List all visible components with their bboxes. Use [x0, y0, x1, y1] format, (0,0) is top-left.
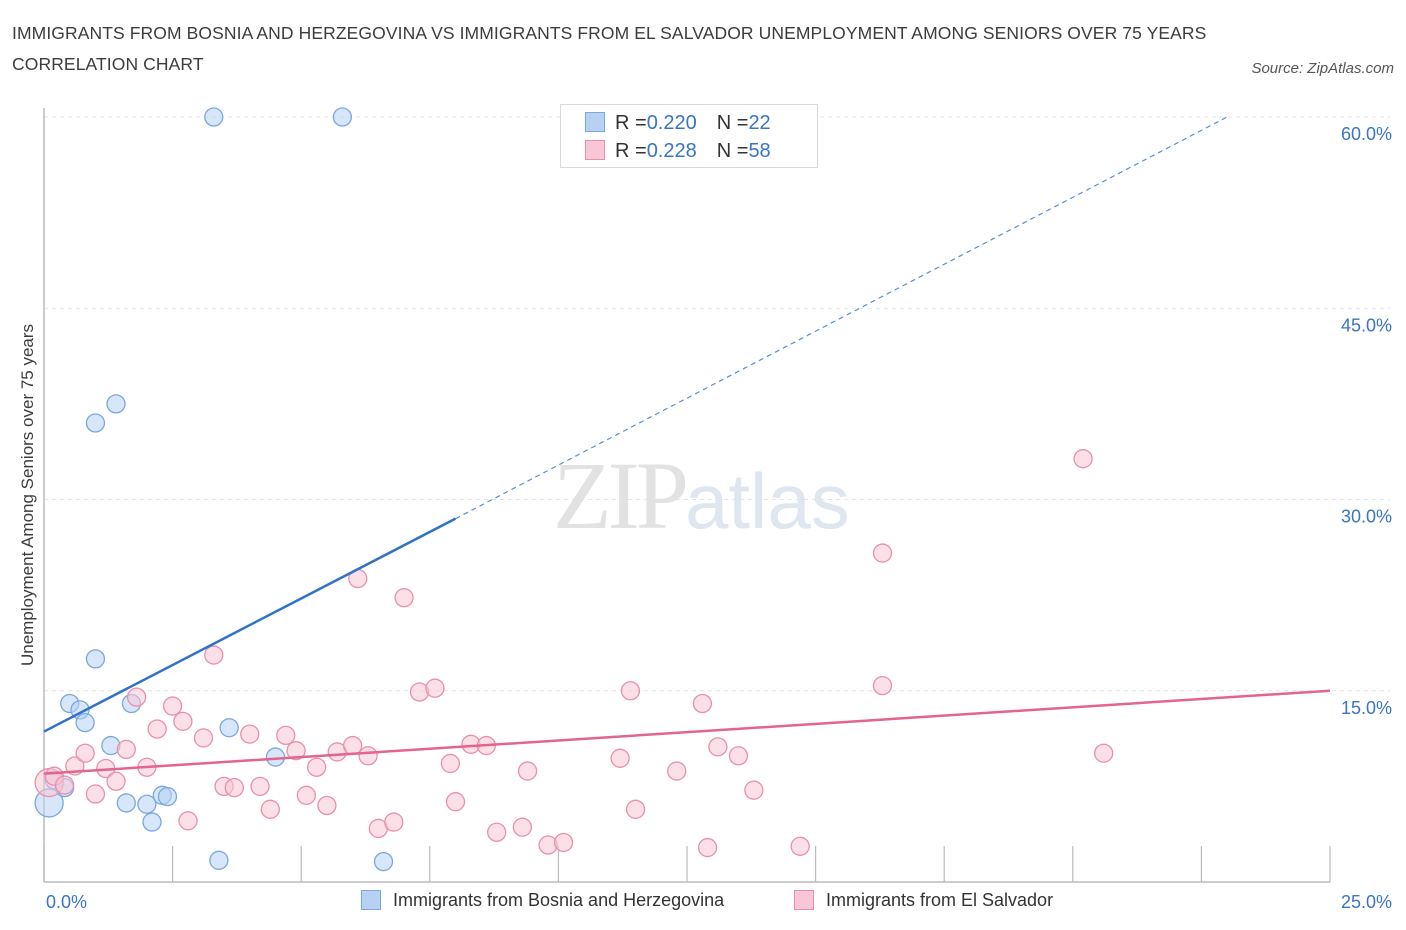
legend-swatch-pink	[585, 140, 605, 160]
blue-trend-line	[43, 517, 457, 733]
pink-data-point	[440, 753, 461, 774]
bottom-legend-el-salvador: Immigrants from El Salvador	[794, 890, 1053, 911]
legend-n-value: 22	[748, 112, 771, 134]
pink-data-point	[147, 719, 167, 739]
pink-data-point	[286, 741, 306, 761]
pink-data-point	[625, 799, 646, 819]
pink-data-point	[697, 837, 718, 858]
legend-n-label: N =	[716, 140, 749, 162]
pink-data-point	[358, 746, 378, 766]
blue-data-point	[85, 413, 106, 433]
chart-title: IMMIGRANTS FROM BOSNIA AND HERZEGOVINA V…	[12, 23, 1207, 74]
bottom-legend-bosnia: Immigrants from Bosnia and Herzegovina	[361, 890, 724, 911]
y-tick-label: 30.0%	[1341, 507, 1392, 527]
pink-data-point	[610, 748, 630, 768]
pink-trend-line	[43, 689, 1331, 775]
pink-data-point	[790, 836, 810, 856]
blue-data-point	[85, 649, 106, 669]
blue-data-point	[142, 812, 162, 832]
pink-data-point	[250, 776, 270, 797]
pink-data-point	[204, 645, 224, 665]
blue-data-point	[204, 107, 224, 127]
pink-data-point	[384, 812, 404, 832]
legend-r-label: R =	[615, 140, 647, 162]
blue-data-point	[373, 851, 394, 872]
watermark: ZIPatlas	[553, 440, 850, 551]
pink-data-point	[692, 693, 713, 714]
blue-data-point	[116, 793, 136, 813]
bottom-legend-label: Immigrants from Bosnia and Herzegovina	[393, 890, 725, 910]
blue-data-point	[157, 786, 178, 807]
pink-data-point	[342, 735, 363, 756]
correlation-legend: R = 0.220 N = 22 R = 0.228 N = 58	[560, 104, 818, 168]
pink-data-point	[54, 775, 75, 795]
legend-swatch-blue	[585, 112, 605, 132]
pink-data-point	[126, 687, 147, 707]
pink-data-point	[260, 799, 280, 819]
pink-data-point	[116, 739, 136, 760]
blue-data-point	[332, 107, 353, 127]
pink-data-point	[1073, 449, 1093, 469]
pink-data-point	[728, 746, 749, 766]
y-tick-label: 45.0%	[1341, 315, 1392, 335]
blue-data-point	[209, 850, 229, 870]
legend-n-value: 58	[748, 140, 771, 162]
watermark-atlas: atlas	[685, 457, 850, 545]
bottom-legend-swatch-blue	[361, 890, 381, 910]
pink-data-point	[425, 678, 445, 698]
pink-data-point	[872, 543, 893, 563]
blue-data-point	[106, 394, 126, 414]
pink-data-point	[708, 737, 728, 757]
x-tick-label: 0.0%	[46, 892, 87, 912]
legend-r-label: R =	[615, 112, 647, 134]
pink-data-point	[517, 761, 538, 781]
y-tick-label: 15.0%	[1341, 698, 1392, 718]
legend-n-label: N =	[716, 112, 749, 134]
pink-data-point	[85, 784, 106, 804]
pink-data-point	[75, 743, 95, 763]
bottom-legend-swatch-pink	[794, 890, 814, 910]
pink-data-point	[553, 832, 574, 853]
pink-data-point	[224, 778, 244, 798]
pink-data-point	[106, 771, 126, 791]
source-label: Source: ZipAtlas.com	[1251, 60, 1394, 77]
y-tick-label: 60.0%	[1341, 124, 1392, 144]
blue-data-point	[75, 712, 95, 733]
pink-data-point	[394, 588, 414, 608]
legend-r-value: 0.228	[646, 140, 697, 162]
pink-data-point	[512, 817, 533, 837]
pink-data-point	[445, 792, 466, 812]
blue-data-point	[137, 794, 157, 814]
pink-data-point	[240, 724, 260, 744]
pink-data-point	[487, 822, 507, 842]
blue-trend-line-extension	[455, 116, 1228, 520]
pink-data-point	[193, 728, 214, 748]
blue-data-point	[219, 718, 239, 738]
legend-r-value: 0.220	[646, 112, 697, 134]
pink-data-point	[744, 780, 764, 800]
pink-data-point	[276, 725, 296, 746]
watermark-zip: ZIP	[553, 442, 689, 549]
legend-row-bosnia: R = 0.220 N = 22	[585, 112, 771, 140]
pink-data-point	[620, 681, 641, 701]
x-tick-label: 25.0%	[1341, 892, 1392, 912]
pink-data-point	[1094, 743, 1114, 763]
pink-data-point	[173, 711, 193, 731]
bottom-legend-label: Immigrants from El Salvador	[826, 890, 1054, 910]
legend-row-el-salvador: R = 0.228 N = 58	[585, 140, 771, 168]
pink-data-point	[306, 757, 327, 777]
pink-data-point	[162, 696, 183, 716]
pink-data-point	[317, 795, 337, 816]
pink-data-point	[872, 676, 893, 696]
pink-data-point	[296, 785, 316, 805]
pink-data-point	[667, 761, 687, 781]
pink-data-point	[178, 811, 198, 831]
